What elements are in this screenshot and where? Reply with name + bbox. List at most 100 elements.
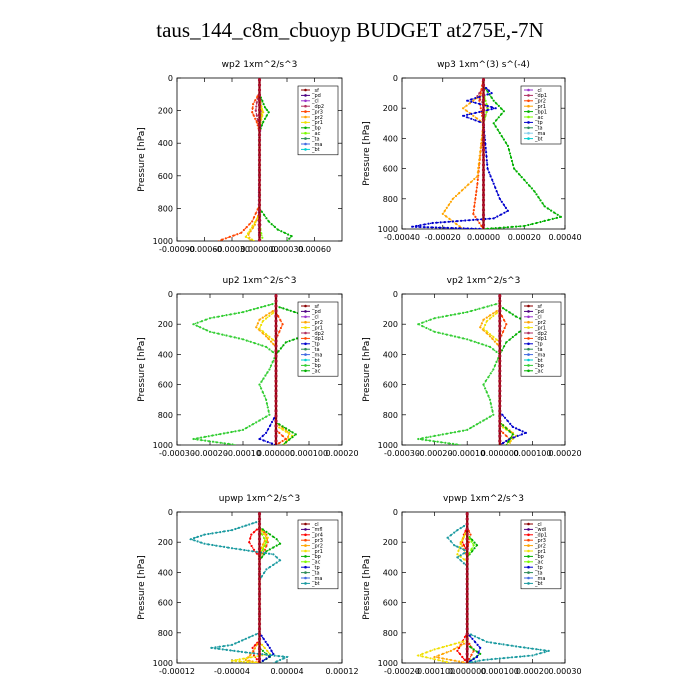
series-point [473, 205, 476, 208]
series-point [459, 527, 462, 530]
x-tick-label: -0.000100 [414, 667, 455, 676]
series-point [248, 425, 251, 428]
series-point [515, 225, 518, 228]
y-axis-label: Pressure [hPa] [362, 555, 372, 620]
series-point [512, 436, 515, 439]
series-point [255, 101, 258, 104]
series-point [256, 643, 259, 646]
zero-line-marker [274, 404, 278, 408]
series-point [284, 441, 287, 444]
legend-marker [304, 582, 307, 585]
series-point [481, 638, 484, 642]
series-point [449, 643, 452, 647]
series-point [233, 336, 236, 339]
legend-marker [304, 549, 307, 553]
series-point [255, 120, 258, 124]
series-point [475, 186, 478, 189]
series-point [482, 419, 485, 422]
series-point [437, 316, 440, 319]
series-point [489, 641, 493, 644]
series-point [265, 108, 268, 111]
legend-marker [304, 99, 307, 103]
y-tick-label: 1000 [153, 441, 173, 450]
zero-line-marker [257, 123, 262, 127]
series-point [488, 314, 492, 317]
series-point [497, 104, 500, 107]
series-point [555, 216, 558, 219]
legend-entry: _ma [311, 142, 322, 148]
series-point [508, 430, 511, 433]
series-point [469, 426, 472, 430]
series-point [437, 654, 440, 657]
series-point [256, 217, 259, 220]
zero-line-marker [257, 183, 262, 187]
series-point [478, 120, 481, 123]
series-point [469, 533, 472, 536]
series-point [433, 658, 436, 661]
legend-entry: _pr4 [311, 533, 323, 539]
zero-line-marker [274, 329, 278, 333]
series-point [429, 649, 432, 653]
x-tick-label: -0.00020 [192, 449, 228, 458]
zero-line-marker [498, 414, 502, 418]
zero-line-marker [465, 592, 469, 596]
series-point [260, 210, 263, 213]
series-point [462, 227, 465, 229]
series-point [451, 220, 454, 223]
series-point [255, 114, 258, 117]
x-tick-label: 0.000000 [257, 449, 295, 458]
series-point [477, 637, 480, 640]
panel-2: wp3 1xm^(3) s^(-4) Pressure [hPa] 0 200 400 6… [362, 60, 582, 242]
series-point [265, 544, 268, 548]
series-point [241, 428, 245, 431]
series-point [263, 533, 267, 536]
series-point [431, 221, 434, 225]
series-point [202, 327, 205, 330]
series-point [482, 327, 485, 330]
series-point [204, 318, 207, 321]
series-point [511, 163, 515, 166]
series-point [265, 657, 268, 660]
zero-line-marker [274, 389, 278, 393]
series-point [460, 219, 463, 222]
series-point [468, 537, 471, 540]
zero-line-marker [257, 188, 262, 192]
zero-line-marker [481, 138, 486, 142]
zero-line-marker [465, 647, 469, 651]
series-point [261, 114, 264, 117]
zero-line-marker [465, 517, 469, 521]
zero-line-marker [481, 198, 486, 202]
series-point [230, 659, 234, 662]
zero-line-marker [498, 439, 502, 443]
series-point [211, 543, 214, 547]
plot-frame [401, 293, 566, 446]
series-point [244, 658, 247, 662]
y-tick-label: 0 [393, 508, 398, 517]
series-point [476, 643, 479, 647]
zero-line-marker [498, 379, 502, 383]
series-point [468, 657, 471, 661]
series-point [251, 646, 254, 650]
series-point [518, 428, 521, 431]
series-point [470, 98, 473, 101]
zero-line-marker [257, 607, 262, 611]
series-point [455, 443, 458, 445]
series-point [510, 159, 514, 163]
zero-line-marker [274, 299, 278, 303]
series-point [281, 425, 284, 428]
series-point [474, 308, 477, 311]
series-point [468, 102, 471, 105]
series-point [498, 226, 501, 229]
series-point [469, 339, 473, 342]
zero-line-marker [274, 374, 278, 378]
series-point [284, 430, 287, 433]
series-point [271, 312, 274, 315]
series-point [215, 544, 218, 547]
legend-entry: _pr1 [311, 549, 323, 555]
series-point [433, 330, 436, 333]
series-point [495, 310, 498, 313]
series-point [192, 323, 195, 326]
series-point [531, 647, 534, 650]
zero-line-marker [481, 153, 486, 157]
zero-line-marker [257, 547, 262, 551]
